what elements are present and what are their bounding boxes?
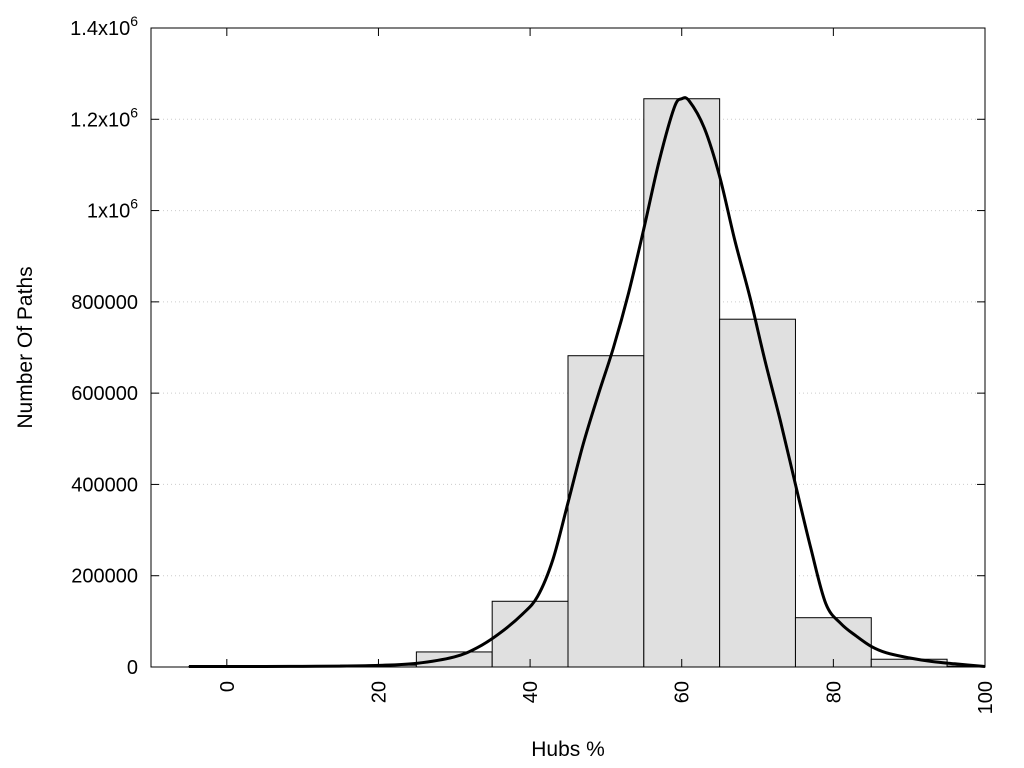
x-axis-title: Hubs % <box>531 738 605 761</box>
x-tick-label: 0 <box>217 681 239 692</box>
y-tick-label: 600000 <box>71 383 138 405</box>
plot-frame <box>150 27 986 668</box>
y-tick-label: 1.4x106 <box>70 13 138 40</box>
y-tick-labels: 0 200000 400000 600000 800000 1x106 1.2x106 1.4… <box>70 13 138 679</box>
histogram-bars <box>188 98 986 668</box>
axis-ticks <box>151 27 986 668</box>
fit-curve-layer <box>188 96 986 669</box>
x-tick-labels: 0 20 40 60 80 100 <box>217 681 997 714</box>
histogram-bar <box>719 318 796 668</box>
x-tick-label: 80 <box>823 681 845 703</box>
histogram-bar <box>567 355 645 668</box>
x-tick-label: 40 <box>520 681 542 703</box>
y-tick-label: 1.2x106 <box>70 104 138 131</box>
y-tick-label: 400000 <box>71 474 138 496</box>
y-tick-label: 200000 <box>71 566 138 588</box>
x-tick-label: 20 <box>368 681 390 703</box>
histogram-bar <box>794 617 872 668</box>
fit-curve <box>188 96 986 669</box>
x-tick-label: 100 <box>975 681 997 714</box>
histogram-bar <box>491 600 569 668</box>
histogram-bar <box>415 651 493 668</box>
y-tick-label: 800000 <box>71 292 138 314</box>
y-tick-label: 0 <box>127 657 138 679</box>
x-tick-label: 60 <box>672 681 694 703</box>
y-axis-title: Number Of Paths <box>14 266 37 428</box>
y-tick-label: 1x106 <box>87 196 138 223</box>
